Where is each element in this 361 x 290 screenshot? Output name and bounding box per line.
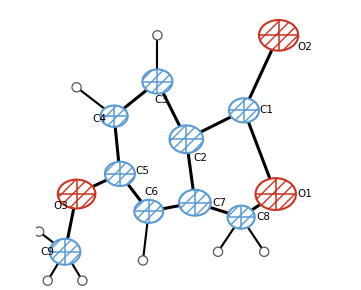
- Ellipse shape: [256, 178, 296, 210]
- Text: C6: C6: [144, 187, 158, 197]
- Ellipse shape: [105, 162, 135, 186]
- Text: C9: C9: [40, 247, 55, 257]
- Ellipse shape: [259, 20, 298, 51]
- Text: C5: C5: [136, 166, 150, 176]
- Ellipse shape: [43, 276, 52, 285]
- Text: C4: C4: [92, 114, 106, 124]
- Text: O3: O3: [53, 201, 68, 211]
- Text: C3: C3: [155, 95, 169, 105]
- Ellipse shape: [34, 227, 44, 236]
- Text: O1: O1: [297, 189, 312, 199]
- Ellipse shape: [153, 31, 162, 40]
- Text: C1: C1: [260, 105, 274, 115]
- Text: C8: C8: [256, 212, 270, 222]
- Ellipse shape: [213, 247, 223, 256]
- Ellipse shape: [101, 106, 128, 127]
- Text: O2: O2: [297, 42, 312, 52]
- Ellipse shape: [134, 200, 163, 223]
- Ellipse shape: [72, 83, 81, 92]
- Text: C7: C7: [212, 198, 226, 208]
- Text: C2: C2: [193, 153, 208, 163]
- Ellipse shape: [50, 239, 81, 265]
- Ellipse shape: [138, 256, 148, 265]
- Ellipse shape: [142, 69, 173, 94]
- Ellipse shape: [170, 125, 203, 153]
- Ellipse shape: [229, 98, 259, 122]
- Ellipse shape: [78, 276, 87, 285]
- Ellipse shape: [260, 247, 269, 256]
- Ellipse shape: [227, 206, 255, 229]
- Ellipse shape: [179, 190, 211, 216]
- Ellipse shape: [58, 180, 95, 209]
